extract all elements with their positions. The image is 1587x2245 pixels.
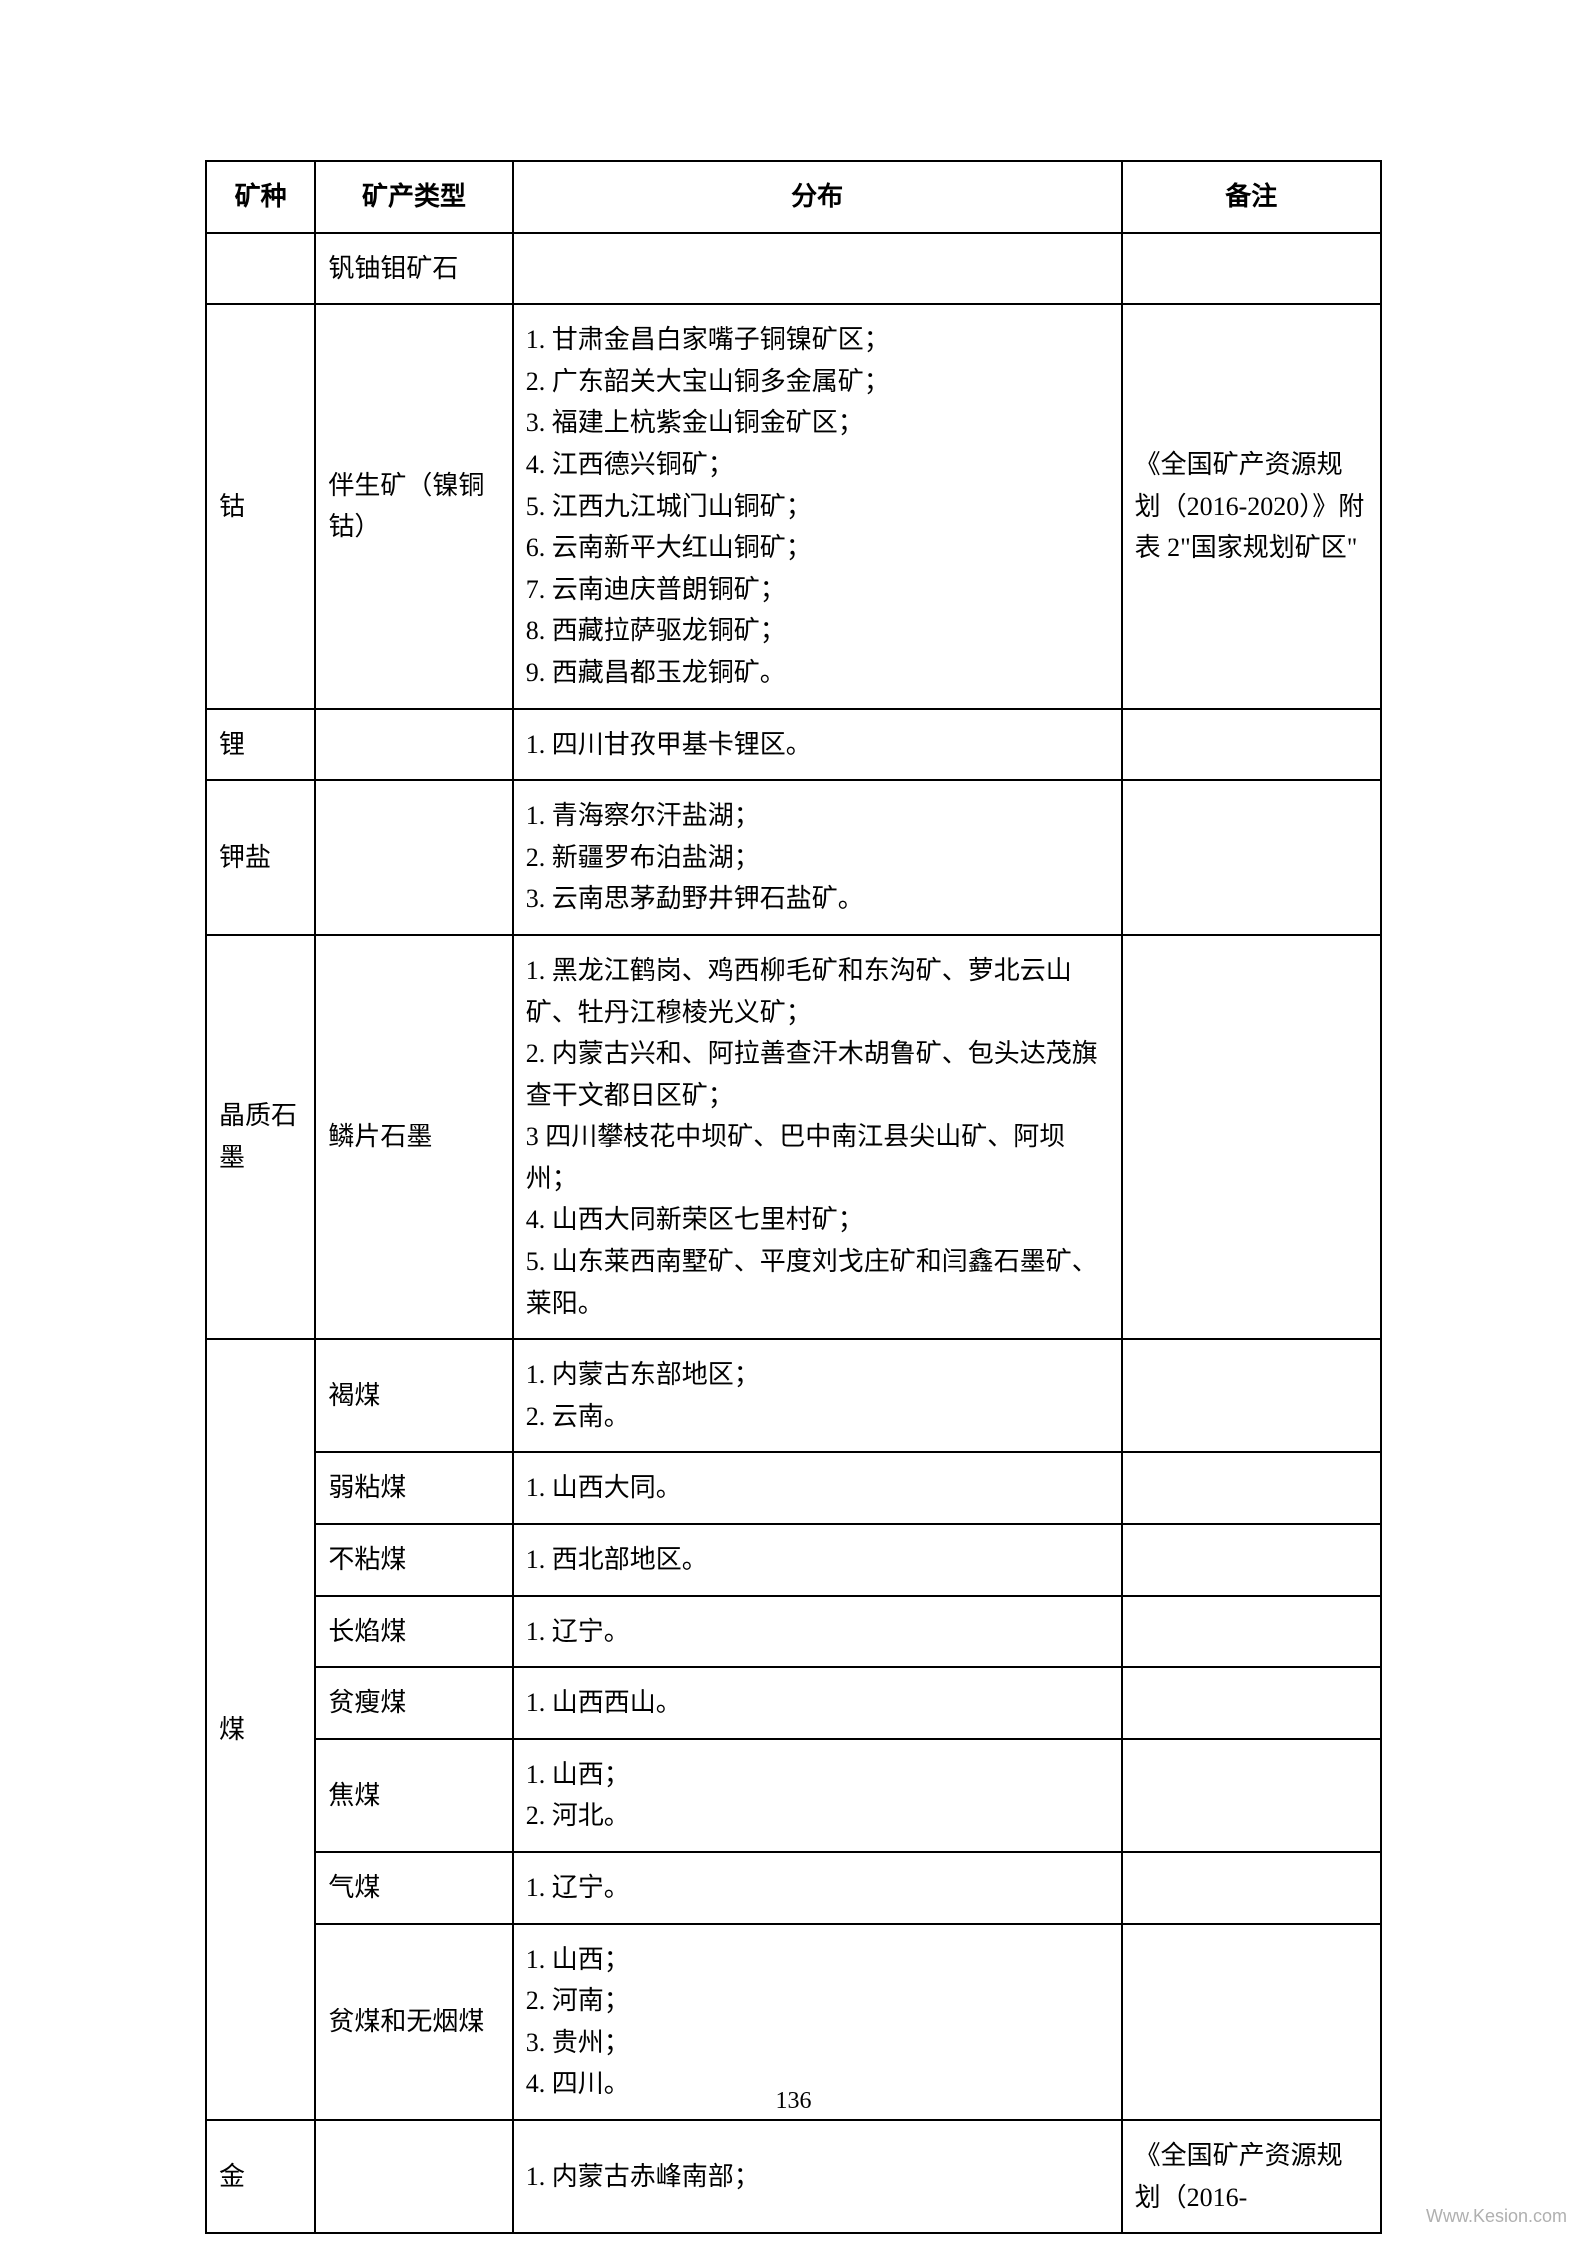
cell-type: 贫瘦煤 bbox=[315, 1667, 512, 1739]
table-row: 锂 1. 四川甘孜甲基卡锂区。 bbox=[206, 709, 1381, 781]
cell-distribution: 1. 辽宁。 bbox=[513, 1596, 1122, 1668]
header-notes: 备注 bbox=[1122, 161, 1381, 233]
cell-notes bbox=[1122, 1596, 1381, 1668]
cell-notes bbox=[1122, 935, 1381, 1339]
cell-distribution: 1. 甘肃金昌白家嘴子铜镍矿区；2. 广东韶关大宝山铜多金属矿；3. 福建上杭紫… bbox=[513, 304, 1122, 708]
table-row: 贫瘦煤 1. 山西西山。 bbox=[206, 1667, 1381, 1739]
cell-notes bbox=[1122, 780, 1381, 935]
watermark: Www.Kesion.com bbox=[1426, 2206, 1567, 2227]
table-row: 焦煤 1. 山西；2. 河北。 bbox=[206, 1739, 1381, 1852]
cell-type: 伴生矿（镍铜钴） bbox=[315, 304, 512, 708]
cell-distribution: 1. 青海察尔汗盐湖；2. 新疆罗布泊盐湖；3. 云南思茅勐野井钾石盐矿。 bbox=[513, 780, 1122, 935]
table-row: 煤 褐煤 1. 内蒙古东部地区；2. 云南。 bbox=[206, 1339, 1381, 1452]
cell-type bbox=[315, 709, 512, 781]
cell-distribution: 1. 四川甘孜甲基卡锂区。 bbox=[513, 709, 1122, 781]
cell-distribution: 1. 辽宁。 bbox=[513, 1852, 1122, 1924]
table-row: 长焰煤 1. 辽宁。 bbox=[206, 1596, 1381, 1668]
cell-type: 长焰煤 bbox=[315, 1596, 512, 1668]
cell-notes bbox=[1122, 233, 1381, 305]
cell-type: 褐煤 bbox=[315, 1339, 512, 1452]
page-number: 136 bbox=[0, 2088, 1587, 2115]
table-row: 不粘煤 1. 西北部地区。 bbox=[206, 1524, 1381, 1596]
mineral-distribution-table: 矿种 矿产类型 分布 备注 钒铀钼矿石 钴 伴生矿（镍铜钴） 1. 甘肃金昌白家… bbox=[205, 160, 1382, 2234]
table-row: 弱粘煤 1. 山西大同。 bbox=[206, 1452, 1381, 1524]
cell-type bbox=[315, 780, 512, 935]
cell-distribution bbox=[513, 233, 1122, 305]
cell-type: 弱粘煤 bbox=[315, 1452, 512, 1524]
table-row: 钾盐 1. 青海察尔汗盐湖；2. 新疆罗布泊盐湖；3. 云南思茅勐野井钾石盐矿。 bbox=[206, 780, 1381, 935]
cell-type: 焦煤 bbox=[315, 1739, 512, 1852]
cell-notes bbox=[1122, 709, 1381, 781]
cell-notes bbox=[1122, 1452, 1381, 1524]
table-row: 钒铀钼矿石 bbox=[206, 233, 1381, 305]
cell-notes bbox=[1122, 1667, 1381, 1739]
cell-mineral: 金 bbox=[206, 2120, 315, 2233]
cell-mineral: 钴 bbox=[206, 304, 315, 708]
table-row: 晶质石墨 鳞片石墨 1. 黑龙江鹤岗、鸡西柳毛矿和东沟矿、萝北云山矿、牡丹江穆棱… bbox=[206, 935, 1381, 1339]
cell-mineral: 锂 bbox=[206, 709, 315, 781]
cell-distribution: 1. 山西；2. 河北。 bbox=[513, 1739, 1122, 1852]
cell-mineral: 晶质石墨 bbox=[206, 935, 315, 1339]
cell-mineral: 钾盐 bbox=[206, 780, 315, 935]
cell-notes: 《全国矿产资源规划（2016-2020）》附表 2"国家规划矿区" bbox=[1122, 304, 1381, 708]
table-row: 金 1. 内蒙古赤峰南部； 《全国矿产资源规划（2016- bbox=[206, 2120, 1381, 2233]
cell-type: 不粘煤 bbox=[315, 1524, 512, 1596]
cell-distribution: 1. 内蒙古赤峰南部； bbox=[513, 2120, 1122, 2233]
cell-notes bbox=[1122, 1739, 1381, 1852]
cell-distribution: 1. 西北部地区。 bbox=[513, 1524, 1122, 1596]
table-row: 钴 伴生矿（镍铜钴） 1. 甘肃金昌白家嘴子铜镍矿区；2. 广东韶关大宝山铜多金… bbox=[206, 304, 1381, 708]
cell-distribution: 1. 黑龙江鹤岗、鸡西柳毛矿和东沟矿、萝北云山矿、牡丹江穆棱光义矿；2. 内蒙古… bbox=[513, 935, 1122, 1339]
cell-mineral-coal: 煤 bbox=[206, 1339, 315, 2120]
cell-notes: 《全国矿产资源规划（2016- bbox=[1122, 2120, 1381, 2233]
header-mineral: 矿种 bbox=[206, 161, 315, 233]
cell-notes bbox=[1122, 1339, 1381, 1452]
cell-notes bbox=[1122, 1524, 1381, 1596]
cell-mineral bbox=[206, 233, 315, 305]
table-header-row: 矿种 矿产类型 分布 备注 bbox=[206, 161, 1381, 233]
cell-distribution: 1. 山西西山。 bbox=[513, 1667, 1122, 1739]
header-distribution: 分布 bbox=[513, 161, 1122, 233]
table-row: 气煤 1. 辽宁。 bbox=[206, 1852, 1381, 1924]
cell-type: 气煤 bbox=[315, 1852, 512, 1924]
cell-type: 钒铀钼矿石 bbox=[315, 233, 512, 305]
cell-type bbox=[315, 2120, 512, 2233]
header-type: 矿产类型 bbox=[315, 161, 512, 233]
cell-notes bbox=[1122, 1852, 1381, 1924]
cell-type: 鳞片石墨 bbox=[315, 935, 512, 1339]
cell-distribution: 1. 内蒙古东部地区；2. 云南。 bbox=[513, 1339, 1122, 1452]
cell-distribution: 1. 山西大同。 bbox=[513, 1452, 1122, 1524]
